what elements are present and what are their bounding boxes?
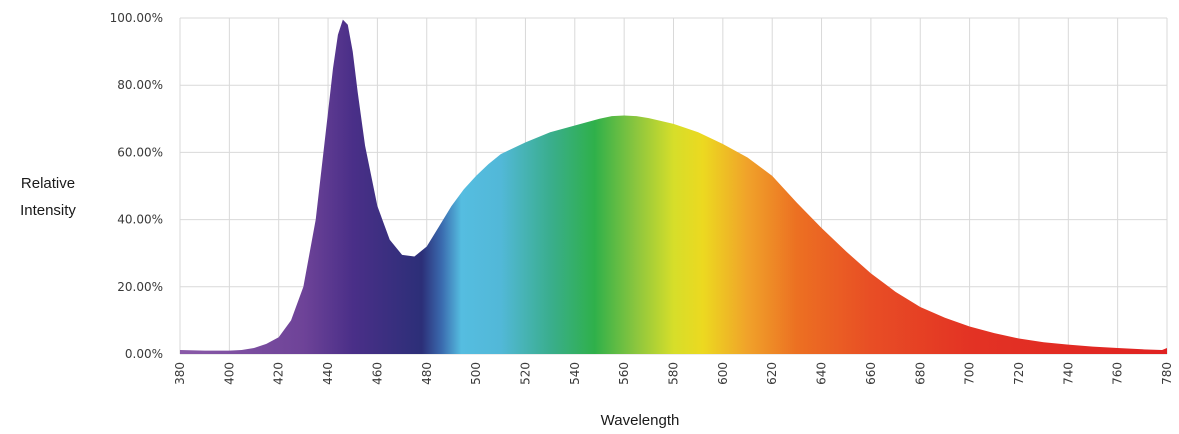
x-tick-label: 500 xyxy=(469,362,483,385)
y-axis-label-line-1: Relative xyxy=(21,175,75,192)
x-tick-label: 380 xyxy=(173,362,187,385)
y-tick-label: 40.00% xyxy=(117,213,163,227)
x-tick-label: 480 xyxy=(420,362,434,385)
x-tick-label: 760 xyxy=(1111,362,1125,385)
x-tick-label: 560 xyxy=(617,362,631,385)
y-tick-label: 0.00% xyxy=(125,347,163,361)
x-tick-label: 720 xyxy=(1012,362,1026,385)
x-tick-label: 640 xyxy=(815,362,829,385)
y-tick-label: 20.00% xyxy=(117,280,163,294)
y-axis-label-line-2: Intensity xyxy=(20,202,76,219)
x-tick-label: 740 xyxy=(1061,362,1075,385)
x-tick-label: 440 xyxy=(321,362,335,385)
x-tick-label: 600 xyxy=(716,362,730,385)
x-tick-label: 580 xyxy=(667,362,681,385)
x-tick-label: 680 xyxy=(913,362,927,385)
y-tick-labels: 0.00% 20.00% 40.00% 60.00% 80.00% 100.00% xyxy=(110,11,163,361)
x-tick-label: 400 xyxy=(222,362,236,385)
x-tick-label: 660 xyxy=(864,362,878,385)
x-tick-label: 620 xyxy=(765,362,779,385)
y-tick-label: 100.00% xyxy=(110,11,163,25)
y-tick-label: 60.00% xyxy=(117,145,163,159)
y-tick-label: 80.00% xyxy=(117,78,163,92)
x-axis-label: Wavelength xyxy=(601,412,680,429)
x-tick-label: 540 xyxy=(568,362,582,385)
x-tick-label: 420 xyxy=(272,362,286,385)
x-tick-label: 520 xyxy=(518,362,532,385)
x-tick-label: 460 xyxy=(370,362,384,385)
spectrum-area xyxy=(180,19,1167,355)
x-tick-label: 700 xyxy=(963,362,977,385)
x-tick-labels: 380 400 420 440 460 480 500 520 540 560 580 600 620 6… xyxy=(173,362,1174,385)
spectrum-area-layer xyxy=(180,19,1167,355)
x-tick-label: 780 xyxy=(1160,362,1174,385)
